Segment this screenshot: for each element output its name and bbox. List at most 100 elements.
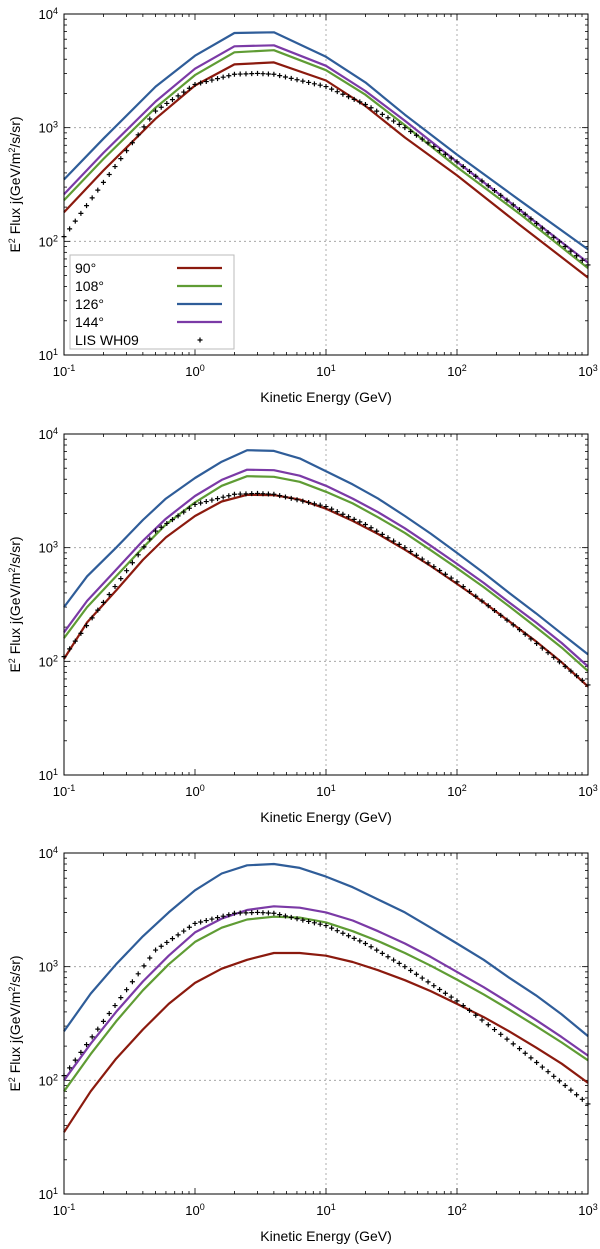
marker-point	[396, 541, 402, 547]
marker-point	[249, 71, 255, 77]
marker-point	[89, 1034, 95, 1040]
marker-point	[243, 491, 249, 497]
marker-point	[323, 923, 329, 929]
legend-label: 126°	[75, 296, 104, 312]
marker-point	[186, 924, 192, 930]
plot-frame	[63, 433, 589, 776]
marker-point	[129, 140, 135, 146]
marker-point	[562, 664, 568, 670]
y-axis-label: E2 Flux j(GeV/m2/s/sr)	[7, 955, 23, 1091]
marker-point	[504, 197, 510, 203]
series-markers-lis-wh09	[61, 70, 591, 268]
marker-point	[175, 932, 181, 938]
marker-point	[492, 188, 498, 194]
x-axis-label: Kinetic Energy (GeV)	[260, 809, 392, 825]
marker-point	[551, 654, 557, 660]
marker-point	[169, 936, 175, 942]
marker-point	[510, 622, 516, 628]
marker-point	[522, 1050, 528, 1056]
marker-point	[215, 76, 221, 82]
marker-point	[545, 1069, 551, 1075]
marker-point	[249, 910, 255, 916]
legend-box	[69, 254, 235, 350]
marker-point	[306, 918, 312, 924]
legend: 90° 108° 126° 144° LIS WH09	[69, 254, 235, 350]
marker-point	[277, 912, 283, 918]
marker-point	[385, 115, 391, 121]
marker-point	[391, 538, 397, 544]
marker-point	[141, 544, 147, 550]
marker-point	[294, 497, 300, 503]
chart-panel-1: 10-1 100 101 102 103 101 102 103 104 Kinetic Ener…	[7, 6, 598, 405]
marker-point	[323, 84, 329, 90]
marker-point	[271, 910, 277, 916]
marker-point	[562, 244, 568, 250]
y-tick-label: 102	[39, 1072, 58, 1088]
marker-point	[243, 71, 249, 77]
marker-point	[106, 1010, 112, 1016]
x-tick-label: 100	[185, 363, 204, 379]
marker-point	[334, 89, 340, 95]
marker-point	[306, 499, 312, 505]
marker-point	[329, 506, 335, 512]
x-tick-label: 101	[316, 363, 335, 379]
marker-point	[346, 94, 352, 100]
marker-point	[209, 77, 215, 83]
marker-point	[522, 211, 528, 217]
marker-point	[467, 168, 473, 174]
marker-point	[153, 108, 159, 114]
marker-point	[192, 501, 198, 507]
marker-point	[473, 593, 479, 599]
legend-label: 108°	[75, 278, 104, 294]
x-tick-label: 10-1	[53, 783, 75, 799]
marker-point	[379, 950, 385, 956]
marker-point	[203, 918, 209, 924]
marker-point	[485, 1022, 491, 1028]
y-tick-label: 104	[39, 426, 58, 442]
series-line-144-deg	[63, 468, 589, 668]
marker-point	[517, 1046, 523, 1052]
marker-point	[517, 627, 523, 633]
y-tick-label: 101	[39, 347, 58, 363]
series-line-108-deg	[63, 475, 589, 672]
marker-point	[442, 990, 448, 996]
marker-point	[231, 910, 237, 916]
marker-point	[158, 104, 164, 110]
marker-point	[431, 564, 437, 570]
marker-point	[402, 545, 408, 551]
marker-point	[413, 132, 419, 138]
marker-point	[568, 668, 574, 674]
marker-point	[574, 1092, 580, 1098]
marker-point	[539, 1064, 545, 1070]
marker-point	[215, 915, 221, 921]
marker-point	[260, 71, 266, 77]
marker-point	[357, 99, 363, 105]
x-tick-label: 10-1	[53, 363, 75, 379]
series-line-144-deg	[63, 905, 589, 1081]
marker-point	[408, 548, 414, 554]
marker-point	[442, 151, 448, 157]
marker-point	[95, 607, 101, 613]
marker-point	[340, 930, 346, 936]
marker-point	[100, 1018, 106, 1024]
marker-point	[374, 108, 380, 114]
marker-point	[78, 1049, 84, 1055]
marker-point	[379, 111, 385, 117]
marker-point	[479, 1017, 485, 1023]
marker-point	[141, 124, 147, 130]
marker-point	[437, 567, 443, 573]
marker-point	[311, 501, 317, 507]
marker-point	[473, 1012, 479, 1018]
marker-point	[89, 195, 95, 201]
marker-point	[260, 910, 266, 916]
marker-point	[551, 234, 557, 240]
y-tick-label: 101	[39, 767, 58, 783]
y-tick-label: 103	[39, 120, 58, 136]
marker-point	[124, 148, 130, 154]
marker-point	[158, 943, 164, 949]
marker-point	[351, 935, 357, 941]
marker-point	[368, 944, 374, 950]
marker-point	[158, 524, 164, 530]
x-tick-label: 103	[578, 1202, 597, 1218]
